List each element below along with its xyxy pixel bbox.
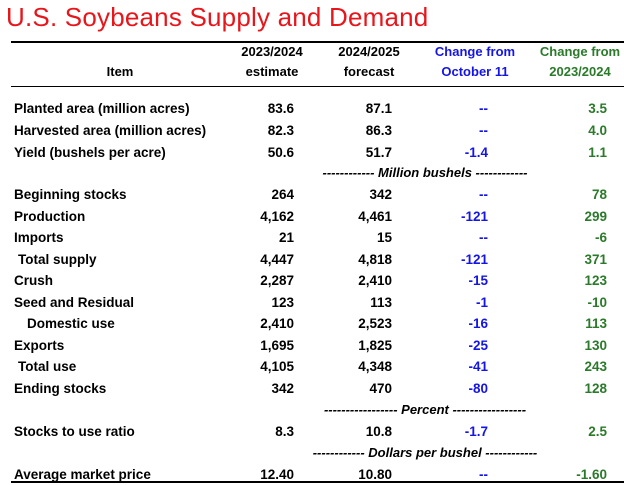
table-top-rule — [11, 41, 624, 43]
table-row: Average market price 12.40 10.80 -- -1.60 — [14, 467, 607, 482]
table-row: Harvested area (million acres) 82.3 86.3 --… — [14, 123, 607, 138]
header-change-year: Change from 2023/2024 — [539, 44, 621, 79]
header-estimate: 2023/2024 estimate — [241, 44, 303, 79]
header-change-october: Change from October 11 — [434, 44, 516, 79]
table-row: Exports 1,695 1,825 -25 130 — [14, 338, 607, 353]
table-row: Planted area (million acres) 83.6 87.1 -- 3.… — [14, 101, 607, 116]
page-title: U.S. Soybeans Supply and Demand — [6, 2, 429, 32]
table-row: Yield (bushels per acre) 50.6 51.7 -1.4 1.1 — [14, 145, 607, 160]
table-row: Crush 2,287 2,410 -15 123 — [14, 273, 607, 288]
table-row: Beginning stocks 264 342 -- 78 — [14, 187, 607, 202]
header-forecast: 2024/2025 forecast — [338, 44, 400, 79]
unit-million-bushels: ------------ Million bushels -----------… — [322, 165, 528, 180]
unit-dollars-per-bushel: ------------ Dollars per bushel --------… — [312, 445, 538, 460]
header-rule — [11, 86, 624, 87]
table-row: Ending stocks 342 470 -80 128 — [14, 381, 607, 396]
table-row: Imports 21 15 -- -6 — [14, 230, 607, 245]
table-row: Domestic use 2,410 2,523 -16 113 — [27, 316, 607, 331]
table-row: Total use 4,105 4,348 -41 243 — [18, 359, 607, 374]
table-row: Total supply 4,447 4,818 -121 371 — [18, 252, 607, 267]
header-item: Item — [106, 64, 134, 79]
table-row: Seed and Residual 123 113 -1 -10 — [14, 295, 607, 310]
table-bottom-rule — [11, 481, 624, 483]
table-row: Stocks to use ratio 8.3 10.8 -1.7 2.5 — [14, 424, 607, 439]
table-row: Production 4,162 4,461 -121 299 — [14, 209, 607, 224]
unit-percent: ----------------- Percent --------------… — [323, 402, 527, 417]
